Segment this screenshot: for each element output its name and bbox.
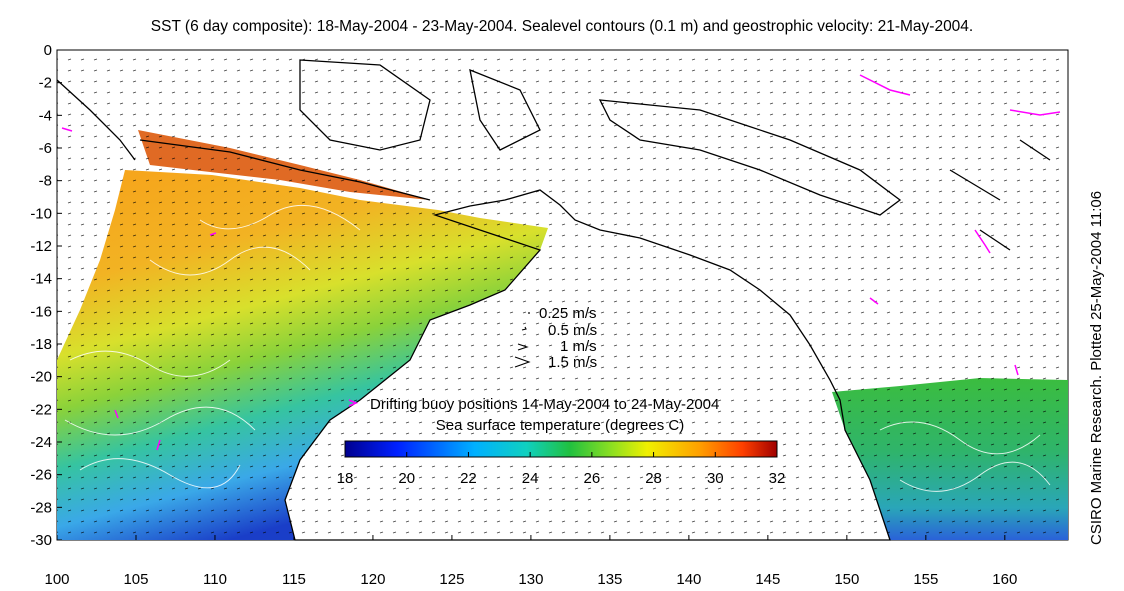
y-tick-label: -6 <box>39 140 52 157</box>
y-tick-label: -12 <box>30 238 52 255</box>
y-tick-label: -8 <box>39 173 52 190</box>
x-tick-label: 110 <box>203 571 227 588</box>
y-tick-label: -2 <box>39 75 52 92</box>
x-tick-label: 160 <box>992 571 1017 588</box>
colorbar-tick-label: 24 <box>522 470 539 487</box>
x-tick-label: 115 <box>282 571 306 588</box>
y-tick-label: -30 <box>30 532 52 549</box>
y-tick-label: -16 <box>30 303 52 320</box>
colorbar-tick-label: 22 <box>460 470 477 487</box>
colorbar-tick-label: 28 <box>645 470 662 487</box>
velocity-field <box>57 50 1068 540</box>
y-tick-label: -18 <box>30 336 52 353</box>
y-tick-label: -22 <box>30 401 52 418</box>
map-title: SST (6 day composite): 18-May-2004 - 23-… <box>150 18 974 35</box>
velocity-label-0-25: 0.25 m/s <box>539 305 597 322</box>
colorbar-ticks: 18 20 22 24 26 28 30 32 <box>337 452 786 487</box>
coastline-australia <box>284 189 891 541</box>
sealevel-contours <box>64 204 1051 492</box>
coastline-java <box>139 139 431 201</box>
coastline-sulawesi <box>469 68 541 151</box>
x-tick-label: 155 <box>913 571 938 588</box>
colorbar-tick-label: 26 <box>584 470 601 487</box>
colorbar-title: Sea surface temperature (degrees C) <box>436 417 684 434</box>
buoy-positions <box>61 74 1061 451</box>
colorbar <box>344 440 778 458</box>
x-tick-label: 145 <box>755 571 780 588</box>
velocity-label-0-5: 0.5 m/s <box>548 322 597 339</box>
y-tick-label: -26 <box>30 467 52 484</box>
velocity-legend: 0.25 m/s 0.5 m/s 1 m/s 1.5 m/s <box>514 305 597 371</box>
x-tick-label: 100 <box>44 571 69 588</box>
velocity-arrow-1 <box>517 343 529 351</box>
colorbar-tick-label: 20 <box>398 470 415 487</box>
coastlines <box>56 59 1051 541</box>
x-tick-label: 125 <box>439 571 464 588</box>
buoy-legend-marker <box>348 399 358 407</box>
coastline-borneo <box>299 59 431 151</box>
x-tick-label: 150 <box>834 571 859 588</box>
y-tick-label: -24 <box>30 434 52 451</box>
y-tick-label: -20 <box>30 369 52 386</box>
coastline-new-guinea <box>598 99 902 216</box>
coastline-sumatra <box>56 79 136 161</box>
colorbar-tick-label: 18 <box>337 470 354 487</box>
y-axis: 0 -2 -4 -6 -8 -10 -12 -14 -16 -18 -20 -22 -24 -26 -28 -… <box>30 42 62 549</box>
y-tick-label: -10 <box>30 205 52 222</box>
buoy-legend-label: Drifting buoy positions 14-May-2004 to 2… <box>370 396 719 413</box>
velocity-arrow-0-5 <box>521 326 527 331</box>
velocity-arrow-1-5 <box>514 356 531 368</box>
velocity-label-1-5: 1.5 m/s <box>548 354 597 371</box>
colorbar-tick-label: 30 <box>707 470 724 487</box>
y-tick-label: -14 <box>30 271 52 288</box>
x-tick-label: 140 <box>676 571 701 588</box>
x-tick-label: 130 <box>518 571 543 588</box>
y-tick-label: -4 <box>39 107 52 124</box>
y-tick-label: -28 <box>30 499 52 516</box>
colorbar-tick-label: 32 <box>769 470 786 487</box>
x-tick-label: 120 <box>360 571 385 588</box>
coastline-pacific-islands <box>949 139 1051 251</box>
y-tick-label: 0 <box>44 42 52 59</box>
velocity-label-1: 1 m/s <box>560 338 597 355</box>
x-axis: 100 105 110 115 120 125 130 135 140 145 150 155 160 <box>44 535 1017 588</box>
x-tick-label: 135 <box>597 571 622 588</box>
x-tick-label: 105 <box>123 571 148 588</box>
